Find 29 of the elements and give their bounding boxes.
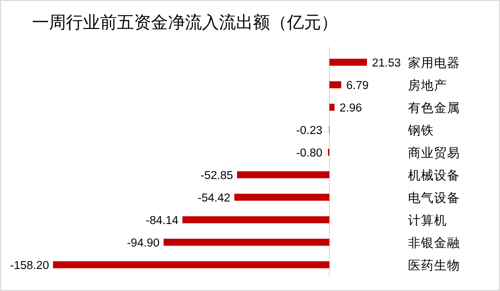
data-label: 2.96: [340, 102, 362, 114]
data-label: -0.23: [296, 124, 322, 137]
data-label: -94.90: [126, 237, 160, 250]
y-tick-label: 商业贸易: [408, 146, 460, 160]
data-label: -54.42: [198, 192, 230, 204]
data-label: -52.85: [200, 170, 234, 182]
bar: [234, 194, 330, 201]
y-tick-label: 钢铁: [407, 123, 434, 138]
y-tick-label: 房地产: [408, 77, 447, 92]
chart-title: 一周行业前五资金净流入流出额（亿元）: [32, 13, 338, 32]
y-tick-label: 计算机: [408, 213, 447, 228]
bar: [237, 171, 330, 178]
data-label: -84.14: [146, 214, 179, 227]
data-label: 6.79: [346, 80, 369, 92]
bar: [164, 238, 330, 246]
bar: [329, 58, 367, 66]
y-tick-label: 家用电器: [408, 54, 460, 70]
y-tick-label: 医药生物: [408, 258, 460, 272]
bar: [182, 216, 330, 224]
bar: [53, 261, 330, 268]
y-tick-label: 电气设备: [408, 190, 460, 205]
y-tick-label: 机械设备: [408, 168, 460, 182]
data-label: -158.20: [10, 260, 49, 272]
bar: [329, 104, 335, 111]
bar: [329, 81, 342, 88]
y-tick-label: 非银金融: [408, 236, 460, 250]
data-label: -0.80: [296, 147, 322, 160]
y-tick-label: 有色金属: [408, 100, 460, 115]
data-label: 21.53: [372, 57, 401, 70]
